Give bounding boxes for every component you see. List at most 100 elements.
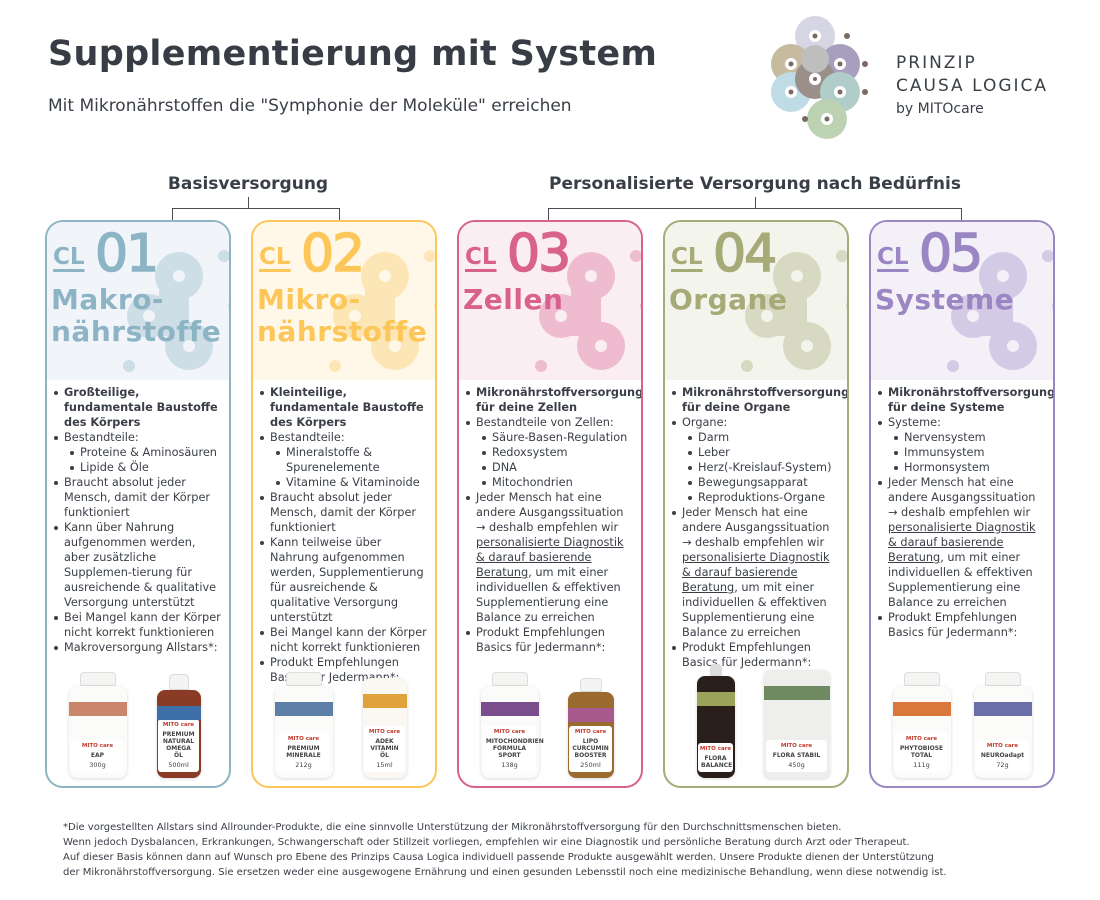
card-title: Mikro-nährstoffe	[257, 284, 427, 348]
bullet-item: Braucht absolut jeder Mensch, damit der …	[259, 490, 429, 535]
molecule-decoration-icon	[947, 250, 1053, 372]
card-body: Großteilige, fundamentale Baustoffe des …	[47, 380, 229, 655]
bullet-item: Bei Mangel kann der Körper nicht korrekt…	[259, 625, 429, 655]
product-cap	[285, 672, 322, 686]
product-amount: 111g	[913, 761, 930, 769]
product-lipo-curcumin-booster[interactable]: MITO care LIPO CURCUMIN BOOSTER 250ml	[557, 678, 625, 778]
product-premium-minerale[interactable]: MITO care PREMIUM MINERALE 212g	[270, 672, 338, 778]
product-label-band	[68, 702, 127, 716]
product-label: MITO care EAP 300g	[70, 740, 125, 772]
bullet-text: Mikronährstoffversorgung für deine Zelle…	[476, 386, 643, 414]
bullet-text: Bei Mangel kann der Körper nicht korrekt…	[64, 611, 221, 639]
product-flora-stabil[interactable]: MITO care FLORA STABIL 450g	[763, 670, 831, 778]
mitocare-logo: MITO care	[780, 743, 813, 749]
product-cap	[79, 672, 116, 686]
bullet-item: Organe: Darm Leber Herz(-Kreislauf-System) B…	[671, 415, 841, 505]
product-amount: 15ml	[376, 761, 393, 769]
level-number: 03	[506, 223, 572, 285]
product-label-band	[696, 692, 735, 706]
level-number: 05	[918, 223, 984, 285]
product-neuroadapt[interactable]: MITO care NEUROadapt 72g	[969, 672, 1037, 778]
product-amount: 72g	[996, 761, 1009, 769]
logo-line-prinzip: PRINZIP	[896, 53, 977, 73]
bullet-text: Bei Mangel kann der Körper nicht korrekt…	[270, 626, 427, 654]
product-premium-natural-omega-l[interactable]: MITO care PREMIUM NATURAL OMEGA ÖL 500ml	[145, 674, 213, 778]
sub-item: Nervensystem	[893, 430, 1047, 445]
sub-list: Nervensystem Immunsystem Hormonsystem	[893, 430, 1047, 475]
card-title: Systeme	[875, 284, 1014, 316]
bracket-stem	[755, 197, 757, 209]
bullet-item: Braucht absolut jeder Mensch, damit der …	[53, 475, 223, 520]
product-label-band	[567, 708, 614, 722]
card-header: CL 05 Systeme	[871, 222, 1053, 380]
sub-list: Darm Leber Herz(-Kreislauf-System) Bewegung…	[687, 430, 841, 505]
footnote-line: *Die vorgestellten Allstars sind Allroun…	[63, 822, 842, 833]
bullet-item: Mikronährstoffversorgung für deine Syste…	[877, 385, 1053, 415]
card-cl05: CL 05 Systeme Mikronährstoffversorgung für …	[869, 220, 1055, 788]
sub-item: Immunsystem	[893, 445, 1047, 460]
sub-item: Proteine & Aminosäuren	[69, 445, 223, 460]
product-container: MITO care FLORA STABIL 450g	[763, 670, 830, 778]
diagnostik-link[interactable]: personalisierte Diagnostik & darauf basi…	[888, 521, 1036, 564]
mitocare-logo: MITO care	[81, 743, 114, 749]
molecule-decoration-icon	[329, 250, 435, 372]
card-body: Mikronährstoffversorgung für deine Syste…	[871, 380, 1053, 640]
mitocare-logo: MITO care	[699, 746, 732, 752]
logo-line-causa-logica: CAUSA LOGICA	[896, 76, 1049, 96]
card-title: Makro-nährstoffe	[51, 284, 221, 348]
sub-item: Mitochondrien	[481, 475, 635, 490]
bullet-text: , um mit einer individuellen & effektive…	[476, 566, 621, 624]
product-eap[interactable]: MITO care EAP 300g	[64, 672, 132, 778]
mitocare-logo: MITO care	[368, 729, 401, 735]
sub-item: Säure-Basen-Regulation	[481, 430, 635, 445]
footnote-line: der Mikronährstoffversorgung. Sie ersetz…	[63, 867, 947, 878]
product-images: MITO care PHYTOBIOSE TOTAL 111g MITO care NE…	[871, 656, 1053, 778]
bullet-text: Produkt Empfehlungen Basics für Jederman…	[888, 611, 1018, 639]
bullet-list: Großteilige, fundamentale Baustoffe des …	[53, 385, 223, 655]
product-label: MITO care FLORA BALANCE	[698, 743, 733, 772]
product-name: PHYTOBIOSE TOTAL	[899, 745, 944, 759]
card-header: CL 04 Organe	[665, 222, 847, 380]
product-amount: 450g	[788, 761, 805, 769]
diagnostik-link[interactable]: personalisierte Diagnostik & darauf basi…	[682, 551, 830, 594]
product-label-band	[892, 702, 951, 716]
sub-item: Vitamine & Vitaminoide	[275, 475, 429, 490]
product-phytobiose-total[interactable]: MITO care PHYTOBIOSE TOTAL 111g	[888, 672, 956, 778]
sub-item: Lipide & Öle	[69, 460, 223, 475]
logo-text: PRINZIP CAUSA LOGICA by MITOcare	[896, 52, 1048, 117]
bullet-item: Mikronährstoffversorgung für deine Zelle…	[465, 385, 641, 415]
group-label-personal: Personalisierte Versorgung nach Bedürfni…	[549, 174, 961, 194]
product-container: MITO care MITOCHONDRIEN FORMULA SPORT 138g	[480, 686, 544, 778]
product-label-band	[156, 706, 201, 720]
card-cl03: CL 03 Zellen Mikronährstoffversorgung für d…	[457, 220, 643, 788]
product-container: MITO care FLORA BALANCE	[696, 676, 735, 778]
bullet-text: Braucht absolut jeder Mensch, damit der …	[270, 491, 417, 534]
bracket-stem	[248, 197, 250, 209]
mitocare-logo: MITO care	[986, 743, 1019, 749]
product-container: MITO care ADEK VITAMIN ÖL 15ml	[362, 678, 407, 778]
product-name: FLORA STABIL	[772, 752, 821, 759]
bullet-item: Kleinteilige, fundamentale Baustoffe des…	[259, 385, 429, 430]
product-flora-balance[interactable]: MITO care FLORA BALANCE	[682, 664, 750, 778]
footnote-line: Auf dieser Basis können dann auf Wunsch …	[63, 852, 934, 863]
diagnostik-link[interactable]: personalisierte Diagnostik & darauf basi…	[476, 536, 624, 579]
bracket-personal	[548, 208, 962, 220]
product-amount: 500ml	[168, 761, 189, 769]
bullet-item: Kann über Nahrung aufgenommen werden, ab…	[53, 520, 223, 610]
mitocare-logo: MITO care	[493, 729, 526, 735]
product-cap	[903, 672, 940, 686]
bullet-text: Organe:	[682, 416, 728, 429]
bullet-item: Makroversorgung Allstars*:	[53, 640, 223, 655]
product-images: MITO care MITOCHONDRIEN FORMULA SPORT 138g…	[459, 656, 641, 778]
product-adek-vitamin-l[interactable]: MITO care ADEK VITAMIN ÖL 15ml	[351, 678, 419, 778]
bullet-text: , um mit einer individuellen & effektive…	[888, 551, 1033, 609]
bullet-text: Jeder Mensch hat eine andere Ausgangssit…	[888, 476, 1036, 519]
sub-item: Reproduktions-Organe	[687, 490, 841, 505]
bullet-item: Systeme: Nervensystem Immunsystem Hormonsys…	[877, 415, 1047, 475]
mitocare-logo: MITO care	[287, 736, 320, 742]
level-number: 02	[300, 223, 366, 285]
product-mitochondrien-formula-sport[interactable]: MITO care MITOCHONDRIEN FORMULA SPORT 138g	[476, 672, 544, 778]
sub-item: Hormonsystem	[893, 460, 1047, 475]
product-container: MITO care NEUROadapt 72g	[973, 686, 1032, 778]
sub-item: Leber	[687, 445, 841, 460]
